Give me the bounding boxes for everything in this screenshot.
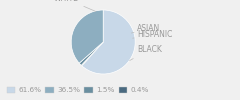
Text: WHITE: WHITE — [54, 0, 96, 12]
Wedge shape — [81, 42, 103, 66]
Text: ASIAN: ASIAN — [131, 24, 160, 33]
Wedge shape — [71, 10, 103, 63]
Text: HISPANIC: HISPANIC — [133, 30, 172, 40]
Text: BLACK: BLACK — [130, 46, 162, 60]
Legend: 61.6%, 36.5%, 1.5%, 0.4%: 61.6%, 36.5%, 1.5%, 0.4% — [4, 84, 151, 96]
Wedge shape — [79, 42, 103, 65]
Wedge shape — [82, 10, 135, 74]
